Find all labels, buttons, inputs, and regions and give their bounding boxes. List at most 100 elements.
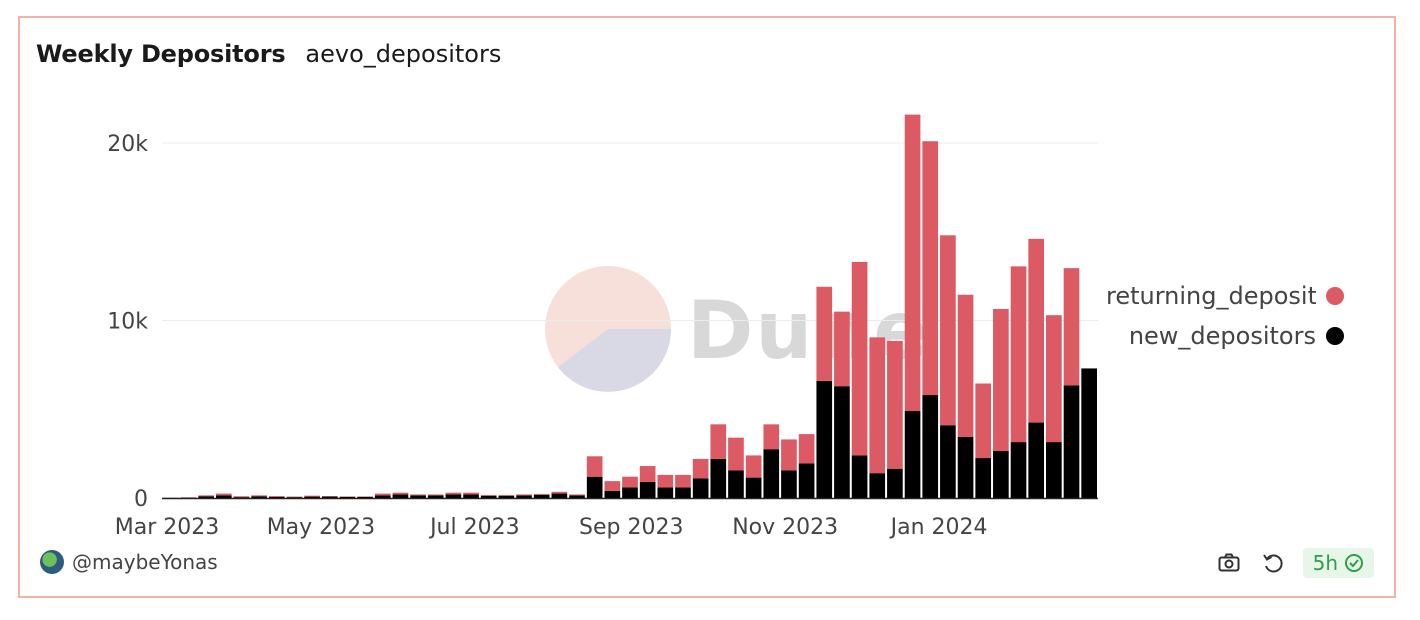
- bar-returning-depositors: [639, 466, 656, 483]
- bar-new-depositors: [887, 468, 903, 498]
- bar-returning-depositors: [604, 481, 621, 491]
- bar-returning-depositors: [1028, 238, 1045, 423]
- bar-new-depositors: [533, 494, 550, 498]
- bar-returning-depositors: [745, 455, 762, 478]
- author-info[interactable]: @maybeYonas: [40, 550, 218, 574]
- bar-returning-depositors: [781, 439, 797, 471]
- bar-returning-depositors: [198, 495, 214, 497]
- bar-returning-depositors: [675, 474, 691, 488]
- bar-returning-depositors: [887, 340, 903, 469]
- bar-returning-depositors: [551, 491, 568, 494]
- bar-new-depositors: [410, 495, 426, 498]
- bar-new-depositors: [1063, 385, 1080, 498]
- chart-title: Weekly Depositors: [36, 40, 286, 68]
- bar-returning-depositors: [940, 235, 956, 426]
- bar-new-depositors: [286, 497, 303, 498]
- bar-new-depositors: [392, 494, 409, 498]
- legend-dot-new: [1326, 327, 1344, 345]
- y-tick-label: 20k: [107, 132, 148, 157]
- bar-returning-depositors: [463, 492, 479, 495]
- bar-returning-depositors: [321, 496, 338, 497]
- bar-new-depositors: [798, 463, 815, 498]
- bar-new-depositors: [463, 494, 479, 498]
- bar-returning-depositors: [728, 437, 744, 471]
- bar-returning-depositors: [1063, 268, 1080, 386]
- bar-new-depositors: [851, 455, 868, 498]
- bar-new-depositors: [816, 380, 833, 498]
- bar-returning-depositors: [1010, 266, 1027, 443]
- bar-returning-depositors: [427, 494, 444, 496]
- bar-returning-depositors: [993, 308, 1009, 451]
- bar-new-depositors: [869, 473, 886, 498]
- bar-new-depositors: [745, 477, 762, 498]
- bar-returning-depositors: [304, 495, 320, 497]
- y-tick-label: 10k: [107, 310, 148, 335]
- bar-returning-depositors: [357, 496, 373, 497]
- refresh-icon[interactable]: [1259, 549, 1287, 577]
- bar-returning-depositors: [834, 311, 850, 387]
- x-tick-label: May 2023: [267, 515, 375, 540]
- bar-new-depositors: [321, 496, 338, 498]
- bar-returning-depositors: [233, 496, 250, 498]
- bar-new-depositors: [834, 386, 850, 498]
- bar-returning-depositors: [445, 492, 462, 495]
- bar-new-depositors: [993, 450, 1009, 498]
- bar-new-depositors: [692, 478, 709, 498]
- bar-new-depositors: [710, 458, 727, 498]
- bar-new-depositors: [586, 476, 603, 498]
- bar-new-depositors: [1010, 442, 1027, 498]
- camera-icon[interactable]: [1215, 549, 1243, 577]
- bar-returning-depositors: [268, 496, 285, 497]
- bar-returning-depositors: [975, 383, 992, 459]
- bar-new-depositors: [1081, 368, 1097, 498]
- x-tick-label: Mar 2023: [115, 515, 220, 540]
- legend-item-returning[interactable]: returning_depositors: [1106, 276, 1344, 316]
- bar-new-depositors: [922, 395, 939, 498]
- legend-item-new[interactable]: new_depositors: [1106, 316, 1344, 356]
- bar-returning-depositors: [251, 495, 267, 497]
- bar-new-depositors: [728, 470, 744, 498]
- bar-new-depositors: [569, 495, 585, 498]
- bar-new-depositors: [1028, 422, 1045, 498]
- bar-new-depositors: [233, 497, 250, 498]
- bar-returning-depositors: [622, 476, 638, 488]
- bar-new-depositors: [251, 496, 267, 498]
- bar-new-depositors: [639, 482, 656, 498]
- legend-label-new: new_depositors: [1128, 322, 1316, 350]
- bar-new-depositors: [215, 495, 232, 498]
- bar-returning-depositors: [710, 424, 727, 459]
- bar-new-depositors: [427, 495, 444, 498]
- bar-new-depositors: [675, 487, 691, 498]
- bar-returning-depositors: [957, 294, 974, 437]
- legend-label-returning: returning_depositors: [1106, 282, 1316, 310]
- author-name[interactable]: @maybeYonas: [72, 550, 218, 574]
- bar-new-depositors: [763, 449, 780, 498]
- bar-new-depositors: [445, 494, 462, 498]
- bar-returning-depositors: [339, 496, 356, 497]
- bar-new-depositors: [657, 487, 674, 498]
- bar-returning-depositors: [498, 494, 515, 496]
- bar-returning-depositors: [215, 493, 232, 496]
- y-tick-label: 0: [134, 487, 148, 512]
- avatar: [40, 550, 64, 574]
- freshness-text: 5h: [1312, 551, 1338, 575]
- x-tick-label: Jan 2024: [889, 515, 988, 540]
- bar-new-depositors: [975, 458, 992, 498]
- freshness-badge[interactable]: 5h: [1302, 548, 1374, 578]
- bar-new-depositors: [622, 487, 638, 498]
- bar-new-depositors: [781, 470, 797, 498]
- bar-returning-depositors: [533, 493, 550, 495]
- bar-returning-depositors: [569, 494, 585, 496]
- query-name[interactable]: aevo_depositors: [305, 40, 502, 68]
- bar-returning-depositors: [286, 496, 303, 498]
- bar-new-depositors: [604, 490, 621, 498]
- bar-new-depositors: [940, 425, 956, 498]
- bar-new-depositors: [339, 496, 356, 498]
- bar-returning-depositors: [516, 494, 532, 496]
- bar-new-depositors: [498, 495, 515, 498]
- bar-returning-depositors: [851, 261, 868, 456]
- bar-new-depositors: [551, 493, 568, 498]
- bar-returning-depositors: [392, 492, 409, 495]
- bar-new-depositors: [957, 436, 974, 498]
- bar-returning-depositors: [410, 494, 426, 496]
